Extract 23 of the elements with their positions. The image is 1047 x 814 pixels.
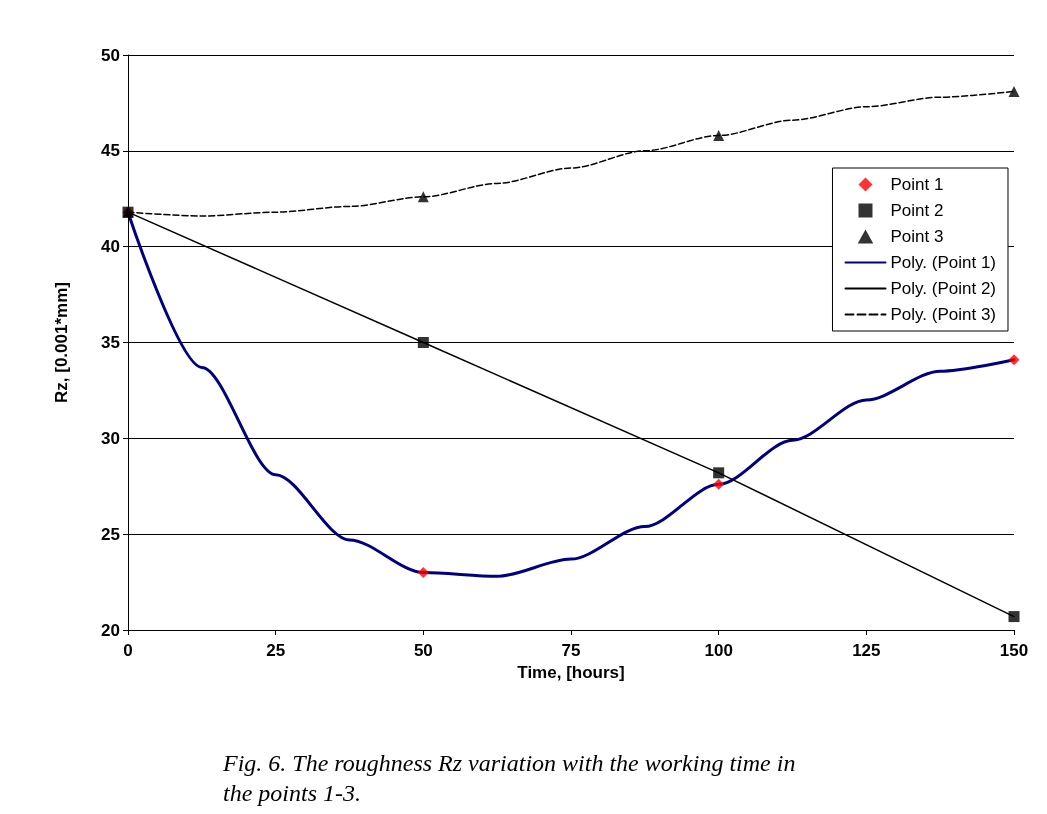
x-tick-label: 150 [999, 641, 1029, 660]
x-tick-label: 25 [266, 641, 286, 660]
y-tick-label: 40 [101, 237, 120, 257]
legend-label: Point 1 [890, 175, 944, 194]
x-tick-label: 75 [561, 641, 581, 660]
legend-label: Poly. (Point 2) [890, 279, 997, 298]
legend-label: Point 2 [890, 201, 944, 220]
y-tick-label: 50 [101, 45, 120, 65]
y-tick-label: 35 [101, 333, 120, 352]
x-tick-label: 125 [852, 641, 881, 660]
x-tick-label: 100 [704, 641, 733, 660]
x-axis-title: Time, [hours] [517, 662, 625, 682]
y-tick-label: 30 [101, 428, 120, 448]
x-tick-label: 50 [413, 641, 433, 660]
y-axis-title: Rz, [0.001*mm] [52, 282, 71, 403]
y-tick-label: 45 [101, 141, 120, 161]
caption: Fig. 6. The roughness Rz variation with the working time in the points 1-3. [222, 750, 802, 806]
legend-label: Point 3 [890, 227, 944, 246]
y-tick-label: 25 [101, 524, 120, 544]
x-tick-label: 0 [123, 641, 133, 660]
legend-label: Poly. (Point 3) [890, 305, 997, 324]
y-tick-label: 20 [101, 620, 120, 640]
legend-label: Poly. (Point 1) [890, 253, 997, 272]
